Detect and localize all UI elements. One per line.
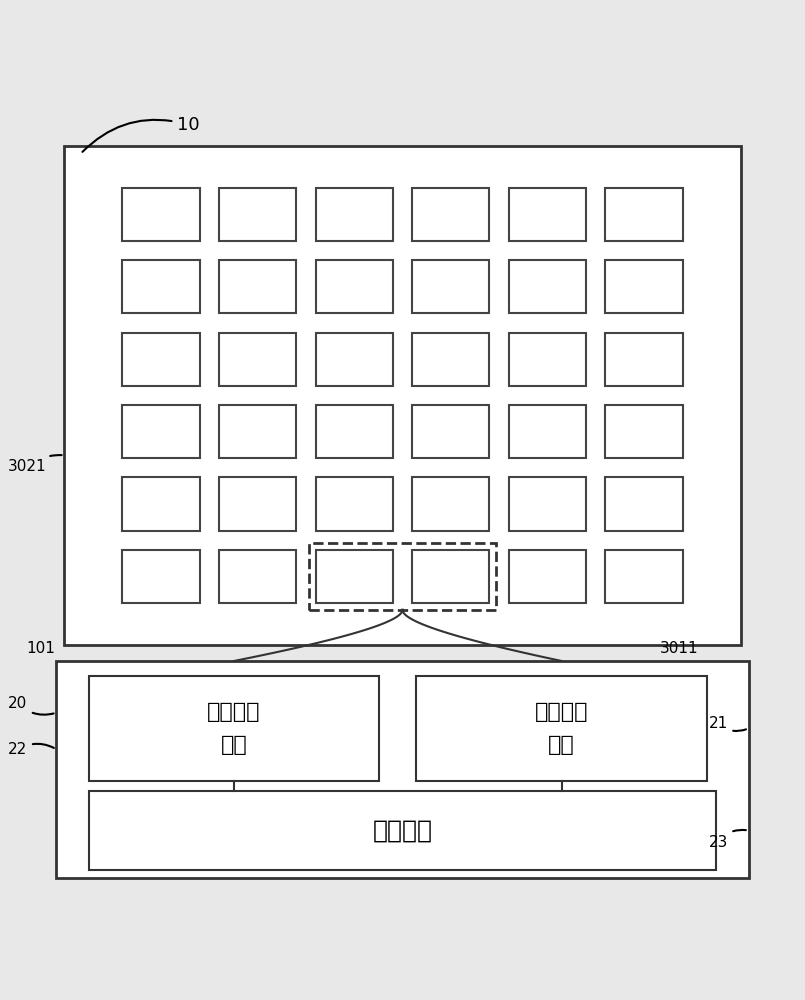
FancyBboxPatch shape (64, 146, 741, 645)
Bar (412, 477, 489, 531)
Bar (122, 477, 200, 531)
Bar (412, 405, 489, 458)
Bar (509, 405, 586, 458)
Bar (122, 333, 200, 386)
Text: 22: 22 (8, 742, 54, 757)
Text: 指纹感测
单元: 指纹感测 单元 (207, 702, 261, 755)
Text: 3011: 3011 (660, 641, 699, 656)
Bar (605, 188, 683, 241)
Bar (122, 405, 200, 458)
Bar (122, 188, 200, 241)
Bar (605, 333, 683, 386)
FancyBboxPatch shape (56, 661, 749, 878)
Bar (316, 260, 393, 313)
Bar (219, 260, 296, 313)
Text: 控制单元: 控制单元 (373, 819, 432, 843)
Bar (89, 791, 716, 870)
Text: 101: 101 (26, 641, 55, 656)
Bar (316, 550, 393, 603)
Bar (509, 333, 586, 386)
Bar (605, 260, 683, 313)
Bar (219, 333, 296, 386)
Bar (509, 550, 586, 603)
Bar (412, 550, 489, 603)
Text: 20: 20 (8, 696, 54, 715)
Bar (316, 188, 393, 241)
Bar (316, 477, 393, 531)
Bar (509, 260, 586, 313)
Bar (412, 188, 489, 241)
Bar (316, 405, 393, 458)
Bar (412, 333, 489, 386)
Bar (89, 676, 379, 781)
Bar (605, 477, 683, 531)
Bar (605, 405, 683, 458)
Bar (122, 260, 200, 313)
Text: 23: 23 (708, 830, 746, 850)
Bar (219, 477, 296, 531)
Bar (309, 543, 496, 610)
Bar (122, 550, 200, 603)
Bar (316, 333, 393, 386)
Bar (219, 188, 296, 241)
Bar (509, 477, 586, 531)
Text: 21: 21 (708, 716, 746, 731)
Bar (416, 676, 707, 781)
Text: 3021: 3021 (8, 455, 62, 474)
Bar (605, 550, 683, 603)
Bar (219, 405, 296, 458)
Bar (219, 550, 296, 603)
Bar (509, 188, 586, 241)
Text: 显示驱动
单元: 显示驱动 单元 (535, 702, 588, 755)
Bar (412, 260, 489, 313)
Text: 10: 10 (82, 116, 200, 152)
